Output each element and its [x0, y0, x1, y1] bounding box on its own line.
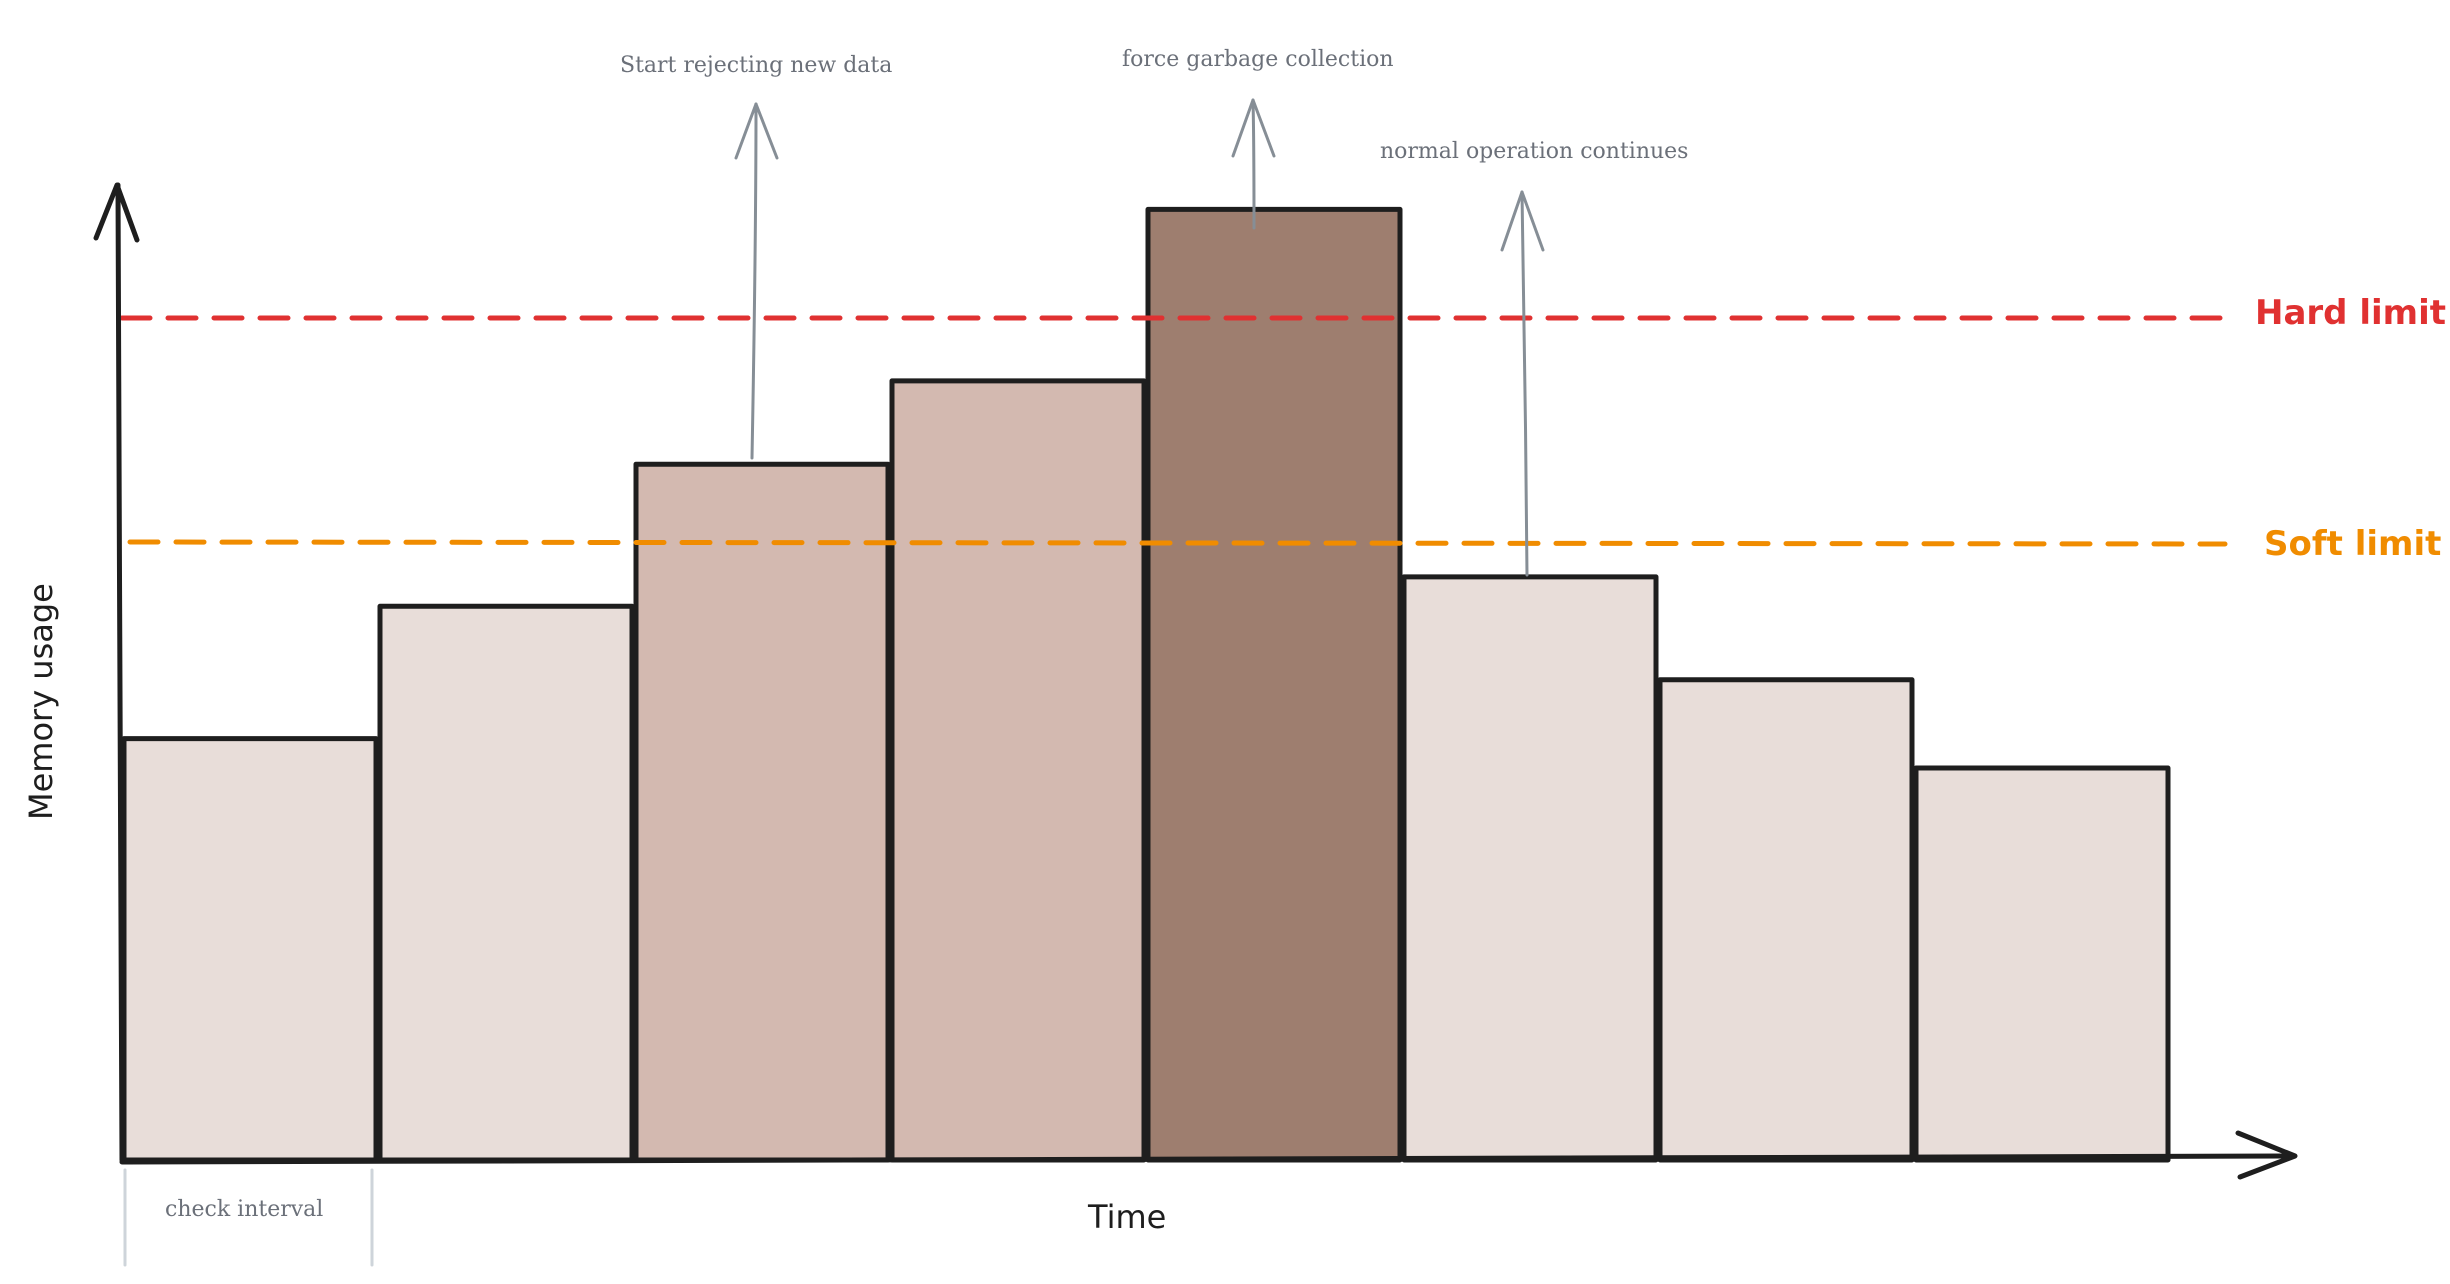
x-axis: [119, 1130, 2298, 1180]
bar-4: [889, 378, 1147, 1163]
bar-3: [633, 461, 891, 1163]
reject-annotation: Start rejecting new data: [620, 53, 892, 78]
soft-limit-line: [127, 539, 2228, 547]
reject-arrow: [734, 102, 779, 460]
bar-2: [377, 603, 635, 1163]
check-interval-bracket: [123, 1168, 374, 1267]
x-axis-label: Time: [1087, 1198, 1166, 1236]
gc-arrow: [1231, 98, 1276, 230]
gc-annotation: force garbage collection: [1122, 47, 1394, 72]
check-interval-label: check interval: [165, 1197, 323, 1222]
bar-8: [1913, 765, 2171, 1163]
bar-7: [1657, 677, 1915, 1163]
hard-limit-label: Hard limit: [2255, 293, 2446, 333]
soft-limit-label: Soft limit: [2264, 524, 2441, 564]
y-axis: [93, 182, 140, 1163]
normal-arrow: [1500, 190, 1545, 577]
bar-1: [121, 736, 379, 1163]
bar-6: [1401, 574, 1659, 1163]
bar-5: [1145, 206, 1403, 1163]
bars-group: [121, 206, 2171, 1163]
normal-annotation: normal operation continues: [1380, 139, 1688, 164]
y-axis-label: Memory usage: [22, 583, 60, 820]
